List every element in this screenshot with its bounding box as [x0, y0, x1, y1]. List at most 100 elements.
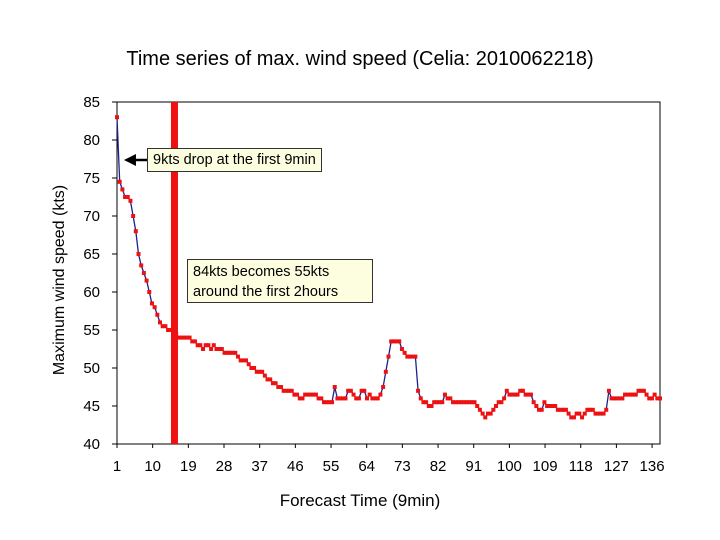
data-point [658, 396, 662, 401]
data-point [225, 350, 230, 355]
data-point [364, 396, 369, 401]
data-point [115, 115, 119, 120]
data-point [442, 392, 447, 397]
data-point [316, 396, 321, 401]
data-point [394, 339, 399, 344]
data-point [456, 400, 461, 405]
data-point [195, 343, 200, 348]
data-point [348, 388, 353, 393]
x-tick-label: 73 [394, 458, 411, 475]
data-point [230, 350, 235, 355]
data-point [558, 407, 563, 412]
data-point [434, 400, 439, 405]
data-point [311, 392, 316, 397]
data-point [499, 400, 504, 405]
data-point [652, 392, 657, 397]
data-point [477, 407, 482, 412]
data-point [528, 392, 533, 397]
data-point [246, 362, 251, 367]
data-point [451, 400, 456, 405]
data-point [123, 195, 128, 199]
data-point [440, 400, 445, 405]
data-point [222, 350, 227, 355]
data-point [475, 404, 480, 408]
data-point [432, 400, 437, 405]
data-point [375, 396, 380, 401]
data-point [644, 392, 649, 397]
data-point [625, 392, 630, 397]
data-point [555, 407, 560, 412]
data-point [649, 396, 654, 401]
x-tick-label: 127 [604, 458, 629, 475]
data-point [410, 354, 415, 359]
y-tick-label: 60 [83, 284, 100, 301]
data-point [370, 396, 375, 401]
x-tick-label: 37 [251, 458, 268, 475]
data-point [606, 388, 611, 393]
data-point [580, 415, 585, 420]
data-point [211, 343, 216, 348]
data-point [120, 187, 125, 192]
data-point [319, 396, 324, 401]
data-point [389, 339, 394, 344]
data-point [631, 392, 636, 397]
data-point [520, 388, 525, 393]
data-point [421, 400, 426, 405]
data-point [518, 388, 523, 393]
data-point [604, 407, 609, 412]
data-point [480, 411, 485, 416]
data-point [512, 392, 517, 397]
data-point [198, 343, 203, 348]
data-point [367, 392, 372, 397]
x-tick-label: 109 [533, 458, 558, 475]
data-point [413, 354, 418, 359]
data-point [284, 388, 289, 393]
data-point [160, 324, 165, 329]
data-point [297, 396, 302, 401]
data-point [633, 392, 638, 397]
data-point [448, 396, 453, 401]
data-point [614, 396, 619, 401]
arrow-head [123, 154, 136, 166]
data-point [577, 411, 582, 416]
data-point [445, 396, 450, 401]
data-point [397, 339, 402, 344]
data-point [485, 411, 490, 416]
data-point [378, 392, 383, 397]
data-point [227, 350, 232, 355]
data-point [147, 290, 152, 294]
data-point [585, 407, 590, 412]
data-point [155, 312, 160, 317]
data-point [324, 400, 329, 405]
x-tick-label: 118 [569, 458, 593, 475]
data-point [582, 411, 587, 416]
data-point [620, 396, 625, 401]
x-tick-label: 19 [180, 458, 197, 475]
data-point [655, 396, 660, 401]
data-point [214, 347, 219, 351]
x-tick-label: 55 [323, 458, 340, 475]
data-point [383, 369, 388, 374]
data-point [125, 195, 130, 199]
data-point [609, 396, 614, 401]
data-point [531, 400, 536, 405]
data-point [636, 388, 641, 393]
data-point [321, 400, 326, 405]
data-point [437, 400, 442, 405]
data-point [187, 335, 192, 340]
data-point [472, 400, 477, 405]
x-tick-label: 64 [358, 458, 375, 475]
data-point [402, 350, 407, 355]
data-point [281, 388, 286, 393]
data-point [545, 404, 550, 408]
data-point [338, 396, 343, 401]
data-point [561, 407, 566, 412]
data-point [542, 400, 547, 405]
data-point [141, 271, 146, 275]
data-point [238, 358, 243, 363]
data-point [117, 179, 122, 184]
data-point [340, 396, 345, 401]
x-tick-label: 1 [113, 458, 121, 475]
data-point [641, 388, 646, 393]
data-point [588, 407, 593, 412]
